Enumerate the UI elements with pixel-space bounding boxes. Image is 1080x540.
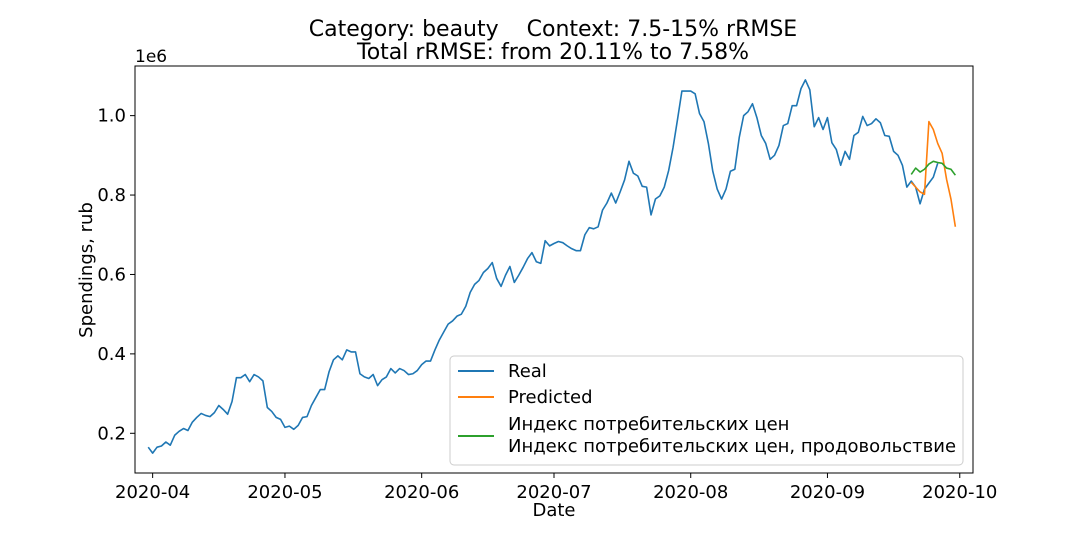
y-tick-label: 1.0 bbox=[97, 106, 126, 127]
x-tick-label: 2020-06 bbox=[384, 482, 459, 503]
x-tick-label: 2020-10 bbox=[922, 482, 997, 503]
y-tick-label: 0.6 bbox=[97, 264, 126, 285]
x-tick-label: 2020-08 bbox=[653, 482, 728, 503]
x-axis: 2020-04 2020-05 2020-06 2020-07 2020-08 2020-… bbox=[115, 473, 997, 503]
legend-label-real: Real bbox=[508, 361, 547, 382]
y-axis-offset-label: 1e6 bbox=[135, 47, 167, 67]
chart-title-line-1: Category: beauty Context: 7.5-15% rRMSE bbox=[309, 17, 797, 42]
legend-box bbox=[449, 355, 964, 466]
series-line-predicted bbox=[910, 120, 957, 227]
y-axis: 0.2 0.4 0.6 0.8 1.0 bbox=[97, 106, 135, 444]
x-tick-label: 2020-09 bbox=[790, 482, 865, 503]
series-line-real bbox=[147, 79, 939, 454]
x-tick-label: 2020-07 bbox=[516, 482, 591, 503]
legend-label-predicted: Predicted bbox=[508, 387, 593, 408]
y-axis-label: Spendings, rub bbox=[76, 202, 97, 338]
x-tick-label: 2020-05 bbox=[247, 482, 322, 503]
series-line-cpi bbox=[910, 160, 957, 176]
series-layer bbox=[147, 79, 957, 454]
x-tick-label: 2020-04 bbox=[115, 482, 190, 503]
y-tick-label: 0.2 bbox=[97, 423, 126, 444]
y-tick-label: 0.8 bbox=[97, 185, 126, 206]
chart-title-line-2: Total rRMSE: from 20.11% to 7.58% bbox=[356, 40, 749, 65]
legend: Real Predicted Индекс потребительских це… bbox=[449, 355, 964, 466]
x-axis-label: Date bbox=[532, 500, 575, 521]
legend-label-cpi: Индекс потребительских цен Индекс потреб… bbox=[508, 414, 956, 457]
y-tick-label: 0.4 bbox=[97, 344, 126, 365]
